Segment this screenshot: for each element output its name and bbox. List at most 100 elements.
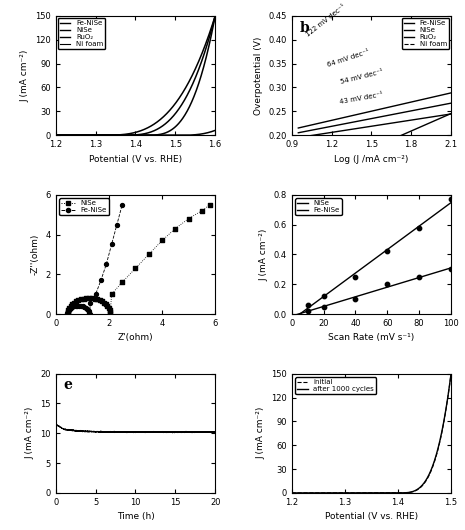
Point (93, 295, 101, 304)
Point (415, 272, 423, 281)
Point (86, 308, 93, 317)
Point (64, 308, 71, 317)
Point (80, 295, 87, 303)
Point (113, 220, 120, 229)
Text: 122 mV dec⁻¹: 122 mV dec⁻¹ (305, 3, 346, 37)
Point (108, 240, 115, 249)
Point (83, 305, 91, 313)
Point (67, 302, 74, 311)
Point (66, 305, 73, 313)
Legend: Fe-NiSe, NiSe, RuO₂, Ni foam: Fe-NiSe, NiSe, RuO₂, Ni foam (58, 18, 105, 49)
Text: 64 mV dec⁻¹: 64 mV dec⁻¹ (327, 49, 370, 68)
X-axis label: Potential (V vs. RHE): Potential (V vs. RHE) (89, 155, 182, 164)
Point (64, 310, 72, 318)
Point (81, 303, 88, 311)
Point (75, 296, 82, 305)
Point (172, 224, 179, 233)
Legend: Fe-NiSe, NiSe, RuO₂, Ni foam: Fe-NiSe, NiSe, RuO₂, Ni foam (402, 18, 449, 49)
Text: a: a (64, 21, 73, 34)
X-axis label: Log (J /mA cm⁻²): Log (J /mA cm⁻²) (334, 155, 409, 164)
Point (65, 306, 72, 314)
Point (65, 306, 72, 314)
Y-axis label: J (mA cm⁻²): J (mA cm⁻²) (257, 407, 266, 460)
X-axis label: Scan Rate (mV s⁻¹): Scan Rate (mV s⁻¹) (328, 333, 414, 342)
Point (108, 290, 115, 298)
Y-axis label: J (mA cm⁻²): J (mA cm⁻²) (259, 228, 268, 280)
Legend: NiSe, Fe-NiSe: NiSe, Fe-NiSe (295, 198, 341, 216)
Legend: initial, after 1000 cycles: initial, after 1000 cycles (295, 377, 376, 394)
Point (85, 307, 93, 315)
Point (104, 302, 111, 310)
Point (97, 276, 105, 285)
Point (64, 310, 71, 318)
Point (158, 236, 166, 245)
Point (415, 223, 423, 232)
Point (66, 304, 73, 312)
Point (102, 300, 110, 308)
Point (68, 303, 76, 311)
Point (320, 302, 327, 311)
Point (119, 278, 126, 286)
Point (185, 214, 193, 223)
Point (91, 295, 98, 303)
Point (79, 302, 86, 311)
Point (352, 295, 359, 303)
Text: 54 mV dec⁻¹: 54 mV dec⁻¹ (339, 69, 383, 85)
Point (206, 200, 213, 209)
Point (70, 298, 78, 307)
Text: 43 mV dec⁻¹: 43 mV dec⁻¹ (339, 92, 384, 105)
Point (106, 310, 114, 318)
Y-axis label: -Z''(ohm): -Z''(ohm) (31, 234, 40, 275)
Point (68, 300, 76, 308)
Point (77, 295, 85, 304)
Point (384, 247, 391, 255)
Point (86, 299, 94, 307)
Point (447, 195, 455, 204)
Point (119, 200, 126, 209)
Point (304, 301, 312, 310)
Y-axis label: Overpotential (V): Overpotential (V) (254, 37, 263, 114)
Point (67, 304, 74, 312)
Legend: NiSe, Fe-NiSe: NiSe, Fe-NiSe (59, 198, 109, 216)
Point (145, 250, 153, 259)
Point (85, 306, 92, 314)
Y-axis label: J (mA cm⁻²): J (mA cm⁻²) (20, 49, 30, 102)
Point (88, 294, 95, 303)
Point (74, 302, 81, 310)
Point (73, 297, 80, 306)
Point (77, 302, 85, 310)
Point (92, 290, 100, 298)
X-axis label: Z'(ohm): Z'(ohm) (118, 333, 153, 342)
Point (106, 306, 113, 314)
Point (352, 272, 359, 281)
Point (447, 265, 455, 273)
Point (106, 308, 114, 316)
Text: b: b (299, 21, 309, 34)
Text: f: f (299, 378, 306, 392)
Point (105, 304, 113, 312)
Point (85, 294, 93, 302)
X-axis label: Time (h): Time (h) (117, 513, 154, 522)
Point (320, 292, 327, 301)
Point (100, 298, 108, 307)
Point (70, 302, 78, 311)
Point (76, 302, 83, 310)
Point (103, 260, 110, 269)
Text: c: c (64, 199, 72, 214)
Point (96, 296, 103, 305)
Point (64, 307, 72, 315)
X-axis label: Potential (V vs. RHE): Potential (V vs. RHE) (325, 513, 418, 522)
Point (64, 308, 72, 316)
Point (384, 280, 391, 288)
Y-axis label: J (mA cm⁻²): J (mA cm⁻²) (26, 407, 35, 460)
Point (132, 264, 139, 272)
Text: d: d (299, 199, 309, 214)
Point (86, 310, 93, 318)
Point (98, 297, 106, 306)
Point (198, 206, 206, 215)
Text: e: e (64, 378, 73, 392)
Point (304, 307, 312, 315)
Point (72, 302, 80, 310)
Point (82, 294, 90, 303)
Point (82, 304, 90, 312)
